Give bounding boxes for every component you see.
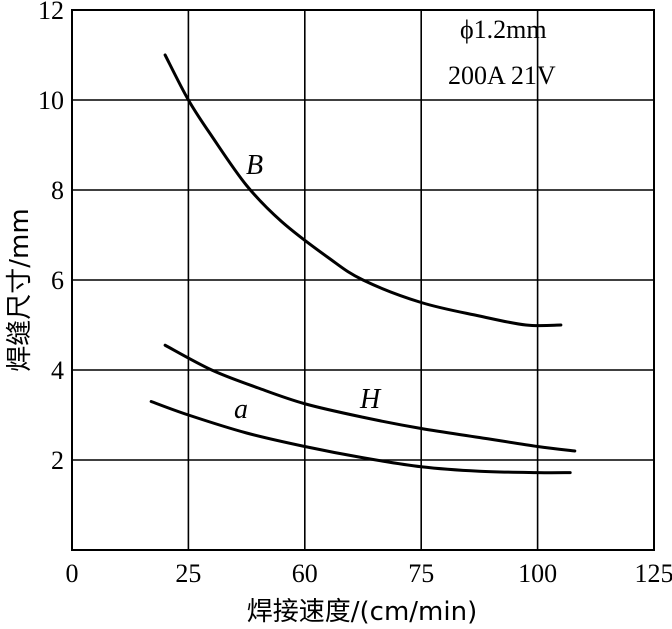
y-tick-label: 10 bbox=[38, 86, 64, 115]
y-tick-label: 8 bbox=[51, 176, 64, 205]
series-line-h bbox=[163, 343, 577, 453]
y-tick-label: 4 bbox=[51, 356, 64, 385]
series-group bbox=[149, 53, 577, 475]
grid bbox=[72, 10, 654, 550]
x-tick-label: 75 bbox=[408, 559, 434, 588]
tick-labels: 0 25 60 75 100 125 2 4 6 8 10 12 bbox=[38, 0, 672, 588]
series-label-h: H bbox=[359, 384, 382, 415]
x-tick-label: 0 bbox=[66, 559, 79, 588]
annotation-current-voltage: 200A 21V bbox=[448, 61, 556, 90]
series-label-a: a bbox=[234, 394, 248, 425]
series-line-b bbox=[163, 53, 563, 328]
y-tick-label: 12 bbox=[38, 0, 64, 25]
y-axis-label: 焊缝尺寸/mm bbox=[5, 208, 35, 371]
annotation-diameter: ϕ1.2mm bbox=[460, 15, 547, 44]
plot-frame bbox=[71, 9, 655, 551]
series-label-b: B bbox=[246, 150, 263, 181]
y-tick-label: 2 bbox=[51, 446, 64, 475]
series-line-a bbox=[149, 400, 572, 475]
x-tick-label: 125 bbox=[635, 559, 672, 588]
y-tick-label: 6 bbox=[51, 266, 64, 295]
x-tick-label: 25 bbox=[175, 559, 201, 588]
x-axis-label: 焊接速度/(cm/min) bbox=[247, 597, 477, 627]
x-tick-label: 60 bbox=[292, 559, 318, 588]
x-tick-label: 100 bbox=[518, 559, 557, 588]
